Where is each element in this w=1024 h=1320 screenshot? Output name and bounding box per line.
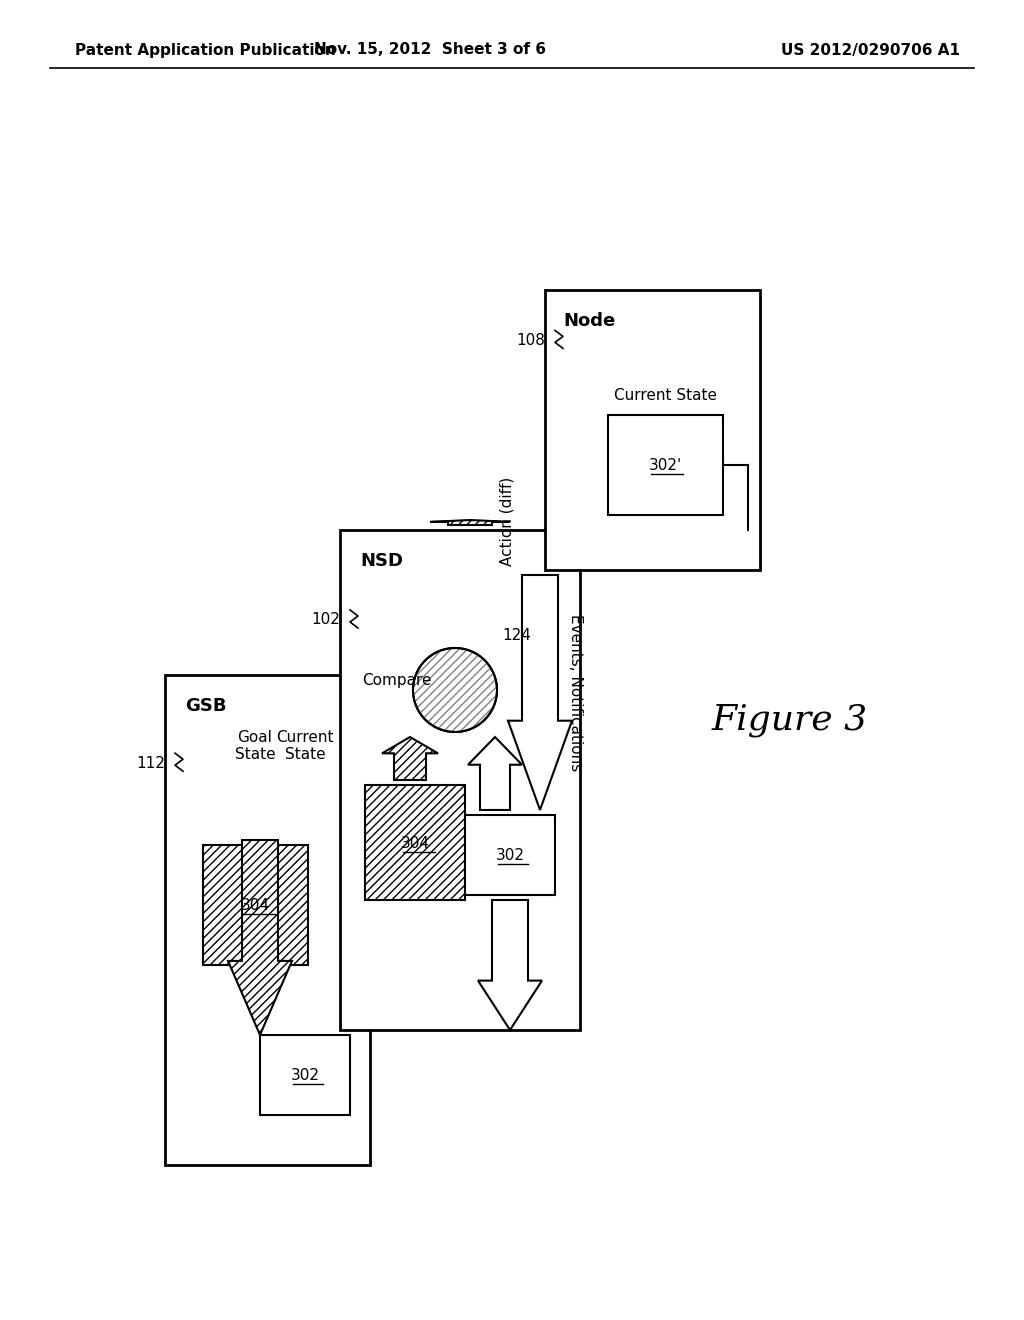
Text: Current State: Current State bbox=[613, 388, 717, 403]
Circle shape bbox=[413, 648, 497, 733]
Text: 112: 112 bbox=[136, 755, 165, 771]
Text: 102: 102 bbox=[311, 612, 340, 627]
Text: 302': 302' bbox=[648, 458, 682, 473]
Bar bbox=[203, 845, 308, 965]
Text: Compare: Compare bbox=[362, 672, 431, 688]
Bar bbox=[545, 290, 760, 570]
Text: 302: 302 bbox=[291, 1068, 319, 1082]
Polygon shape bbox=[468, 737, 522, 810]
Text: Patent Application Publication: Patent Application Publication bbox=[75, 42, 336, 58]
Text: NSD: NSD bbox=[360, 552, 403, 570]
Bar bbox=[340, 531, 580, 1030]
Text: 302: 302 bbox=[496, 847, 524, 862]
Bar bbox=[465, 814, 555, 895]
Text: Figure 3: Figure 3 bbox=[712, 704, 868, 737]
Bar bbox=[608, 414, 723, 515]
Text: 124: 124 bbox=[502, 628, 530, 643]
Text: 304: 304 bbox=[400, 836, 429, 850]
Text: 304: 304 bbox=[241, 898, 269, 912]
Text: Goal
State: Goal State bbox=[234, 730, 275, 763]
Bar bbox=[365, 785, 465, 900]
Polygon shape bbox=[478, 900, 542, 1030]
Text: Node: Node bbox=[563, 312, 615, 330]
Text: Events, Notifications: Events, Notifications bbox=[568, 614, 583, 771]
Text: Nov. 15, 2012  Sheet 3 of 6: Nov. 15, 2012 Sheet 3 of 6 bbox=[314, 42, 546, 58]
Polygon shape bbox=[430, 520, 510, 525]
Text: Current
State: Current State bbox=[276, 730, 334, 763]
Polygon shape bbox=[508, 576, 572, 810]
Bar bbox=[165, 675, 370, 1166]
Text: US 2012/0290706 A1: US 2012/0290706 A1 bbox=[781, 42, 961, 58]
Polygon shape bbox=[228, 840, 292, 1035]
Polygon shape bbox=[382, 737, 438, 780]
Text: 108: 108 bbox=[516, 333, 545, 348]
Text: GSB: GSB bbox=[185, 697, 226, 715]
Text: Action (diff): Action (diff) bbox=[500, 477, 515, 566]
Bar bbox=[260, 1035, 350, 1115]
